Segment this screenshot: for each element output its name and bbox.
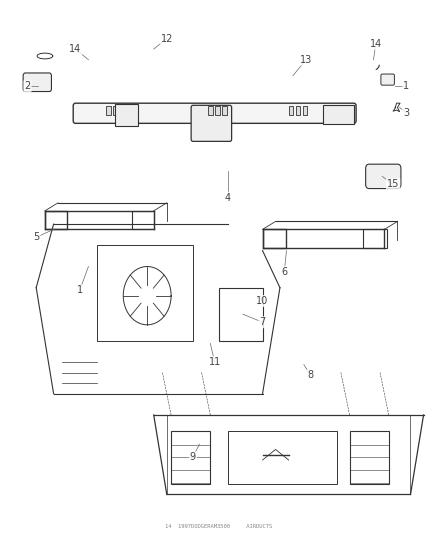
Bar: [323, 106, 354, 124]
Text: 9: 9: [190, 453, 196, 463]
Bar: [208, 107, 213, 115]
FancyBboxPatch shape: [73, 103, 356, 123]
Text: 12: 12: [161, 34, 173, 44]
Text: 2: 2: [25, 81, 31, 91]
Text: 1: 1: [403, 81, 409, 91]
Text: 5: 5: [33, 232, 39, 243]
Text: 14: 14: [69, 44, 81, 54]
Text: 6: 6: [281, 267, 287, 277]
Bar: [228, 431, 336, 484]
FancyBboxPatch shape: [23, 73, 51, 92]
FancyBboxPatch shape: [191, 106, 232, 141]
Text: 3: 3: [403, 108, 409, 118]
Text: 8: 8: [307, 370, 314, 380]
Text: 14  1997DODGERAM3500     AIRDUCTS: 14 1997DODGERAM3500 AIRDUCTS: [166, 524, 272, 529]
Bar: [262, 229, 286, 248]
Bar: [120, 107, 124, 115]
Bar: [350, 431, 389, 484]
Text: 7: 7: [259, 317, 266, 327]
Text: 10: 10: [256, 296, 268, 306]
Bar: [115, 104, 138, 126]
Bar: [219, 288, 262, 341]
Text: 14: 14: [370, 39, 382, 49]
Bar: [171, 431, 210, 484]
Text: 4: 4: [225, 192, 231, 203]
Text: 13: 13: [300, 55, 312, 64]
Bar: [222, 107, 227, 115]
FancyBboxPatch shape: [366, 164, 401, 189]
Bar: [97, 245, 193, 341]
Bar: [289, 107, 293, 115]
Bar: [45, 211, 67, 229]
Text: 15: 15: [387, 179, 399, 189]
Bar: [106, 107, 111, 115]
Bar: [113, 107, 117, 115]
Bar: [215, 107, 220, 115]
Text: 1: 1: [77, 285, 83, 295]
Text: 11: 11: [208, 357, 221, 367]
Bar: [363, 229, 387, 248]
Bar: [132, 211, 154, 229]
Bar: [296, 107, 300, 115]
FancyBboxPatch shape: [381, 74, 394, 85]
Bar: [303, 107, 307, 115]
